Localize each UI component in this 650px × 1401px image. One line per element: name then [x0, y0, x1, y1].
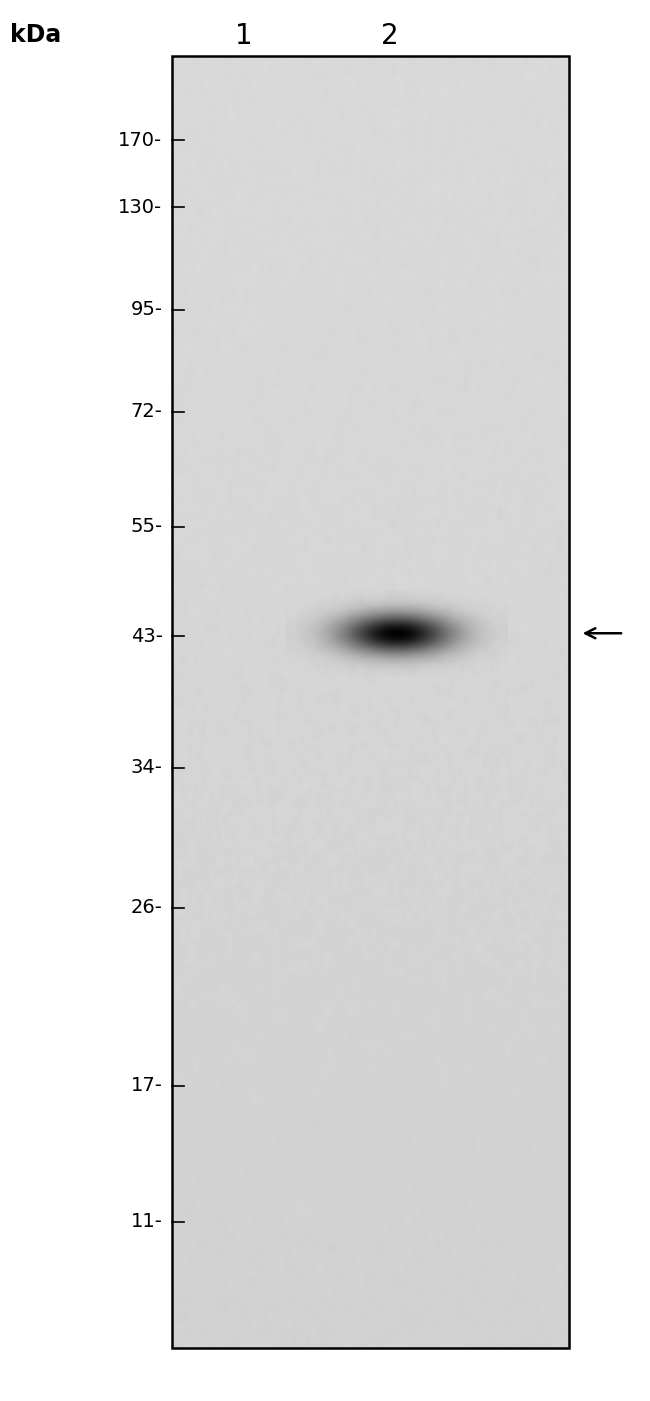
Text: 95-: 95- [131, 300, 162, 319]
Text: kDa: kDa [10, 22, 61, 48]
Text: 43-: 43- [131, 626, 162, 646]
Text: 11-: 11- [131, 1212, 162, 1231]
Text: 17-: 17- [131, 1076, 162, 1096]
Text: 34-: 34- [131, 758, 162, 778]
Text: 130-: 130- [118, 198, 162, 217]
Text: 72-: 72- [131, 402, 162, 422]
Text: 26-: 26- [131, 898, 162, 918]
Text: 170-: 170- [118, 130, 162, 150]
Text: 55-: 55- [131, 517, 162, 537]
Text: 2: 2 [381, 22, 399, 50]
Bar [172, 56, 569, 1348]
Text: 1: 1 [235, 22, 253, 50]
